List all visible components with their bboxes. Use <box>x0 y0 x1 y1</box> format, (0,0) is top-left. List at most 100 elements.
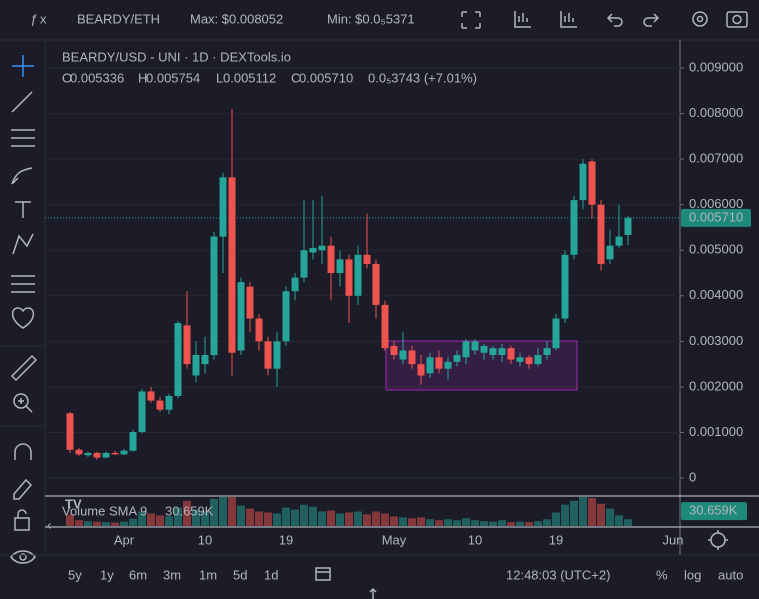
candle-body <box>435 357 443 369</box>
candle-body <box>147 391 155 401</box>
settings-icon[interactable] <box>692 11 708 27</box>
volume-bar <box>84 521 92 526</box>
candle-body <box>480 345 488 353</box>
ohlc-key: O <box>62 70 72 85</box>
ohlc-legend: O0.005336 H0.005754 L 0.005112 C0.005710 <box>62 70 353 85</box>
candle-body <box>345 259 353 296</box>
brush-tool[interactable] <box>11 167 33 185</box>
volume-bar <box>129 518 137 526</box>
volume-bar <box>210 498 218 526</box>
candle-body <box>606 245 614 260</box>
volume-bar <box>345 512 353 526</box>
lock-shackle <box>17 509 27 518</box>
candle-body <box>210 236 218 356</box>
zoom-tool[interactable] <box>13 393 29 409</box>
volume-bar <box>588 497 596 526</box>
ruler-tool[interactable] <box>10 354 38 382</box>
camera-icon[interactable] <box>726 11 748 28</box>
candle-body <box>237 282 245 351</box>
candle-body <box>525 357 533 365</box>
candle-body <box>264 341 272 369</box>
volume-title: Volume SMA 9 <box>62 503 147 518</box>
magnet-tool[interactable] <box>14 443 32 460</box>
zoom-tool-plus <box>18 398 33 413</box>
text-tool[interactable] <box>15 201 31 218</box>
trendline-tool[interactable] <box>11 91 33 113</box>
volume-bar <box>435 520 443 526</box>
camera-lens <box>732 14 742 25</box>
timezone-icon[interactable] <box>708 530 728 550</box>
candle-body <box>291 277 299 292</box>
candle-body <box>219 177 227 237</box>
volume-bar <box>480 521 488 526</box>
expand-handle[interactable] <box>369 587 377 599</box>
y-tick-label: 0.008000 <box>689 105 743 120</box>
range-button[interactable]: 3m <box>163 567 181 582</box>
volume-bar <box>327 510 335 526</box>
crosshair-tool[interactable] <box>12 55 34 77</box>
fx-icon[interactable]: ƒ <box>30 11 37 26</box>
range-button[interactable]: 1y <box>100 567 114 582</box>
y-tick-label: 0 <box>689 469 696 484</box>
candle-body <box>570 200 578 255</box>
volume-bar <box>75 520 83 526</box>
date-range-icon[interactable] <box>315 567 331 581</box>
undo-icon[interactable] <box>606 13 623 27</box>
volume-bar <box>264 512 272 526</box>
volume-bar <box>219 497 227 526</box>
hide-tool-pupil <box>19 553 27 561</box>
indicators-icon[interactable] <box>560 11 577 28</box>
candle-body <box>282 291 290 342</box>
scale-option[interactable]: log <box>684 567 701 582</box>
fib-tool[interactable] <box>11 129 35 147</box>
candle-body <box>354 254 362 296</box>
candle-body <box>102 452 110 458</box>
candle-body <box>309 247 317 253</box>
candle-body <box>120 450 128 455</box>
candle-body <box>138 391 146 432</box>
candle-body <box>489 348 497 356</box>
volume-bar <box>444 519 452 526</box>
volume-sma: 30.659K <box>165 503 214 518</box>
ohlc-value: 0.005336 <box>70 70 124 85</box>
y-tick-label: 0.004000 <box>689 287 743 302</box>
scale-option[interactable]: % <box>656 567 668 582</box>
volume-bar <box>228 497 236 526</box>
y-tick-label: 0.002000 <box>689 378 743 393</box>
prediction-tool[interactable] <box>11 275 35 293</box>
stay-drawing-tool[interactable] <box>13 478 33 500</box>
fullscreen-icon[interactable] <box>461 11 481 29</box>
volume-bar <box>534 521 542 526</box>
favorites-tool[interactable] <box>11 307 35 329</box>
hide-tool[interactable] <box>10 550 36 564</box>
ohlc-value: 0.005112 <box>223 70 276 85</box>
chart-type-icon[interactable] <box>514 11 531 28</box>
redo-icon <box>643 13 660 27</box>
range-button[interactable]: 1d <box>264 567 278 582</box>
max-price: Max: $0.008052 <box>190 11 283 26</box>
volume-bar <box>165 516 173 526</box>
volume-sma-tag <box>681 502 747 521</box>
volume-bar <box>300 504 308 526</box>
candle-body <box>183 325 191 365</box>
candle-body <box>471 341 479 351</box>
volume-bar <box>507 522 515 526</box>
candle-body <box>255 318 263 342</box>
top-bar: ƒ x BEARDY/ETH Max: $0.008052 Min: $0.0₅… <box>30 11 748 29</box>
volume-bar <box>354 511 362 526</box>
pattern-tool[interactable] <box>12 233 34 255</box>
collapse-arrow[interactable]: ‹ <box>47 517 51 532</box>
range-button[interactable]: 5y <box>68 567 82 582</box>
volume-bar <box>516 521 524 526</box>
candle-body <box>111 452 119 455</box>
pair-name[interactable]: BEARDY/ETH <box>77 11 160 26</box>
range-button[interactable]: 6m <box>129 567 147 582</box>
candle-body <box>174 323 182 397</box>
candle-body <box>66 413 74 450</box>
volume-bar <box>174 507 182 526</box>
lock-tool[interactable] <box>14 517 30 531</box>
ohlc-value: 0.005754 <box>146 70 200 85</box>
range-button[interactable]: 5d <box>233 567 247 582</box>
scale-option[interactable]: auto <box>718 567 743 582</box>
range-button[interactable]: 1m <box>199 567 217 582</box>
